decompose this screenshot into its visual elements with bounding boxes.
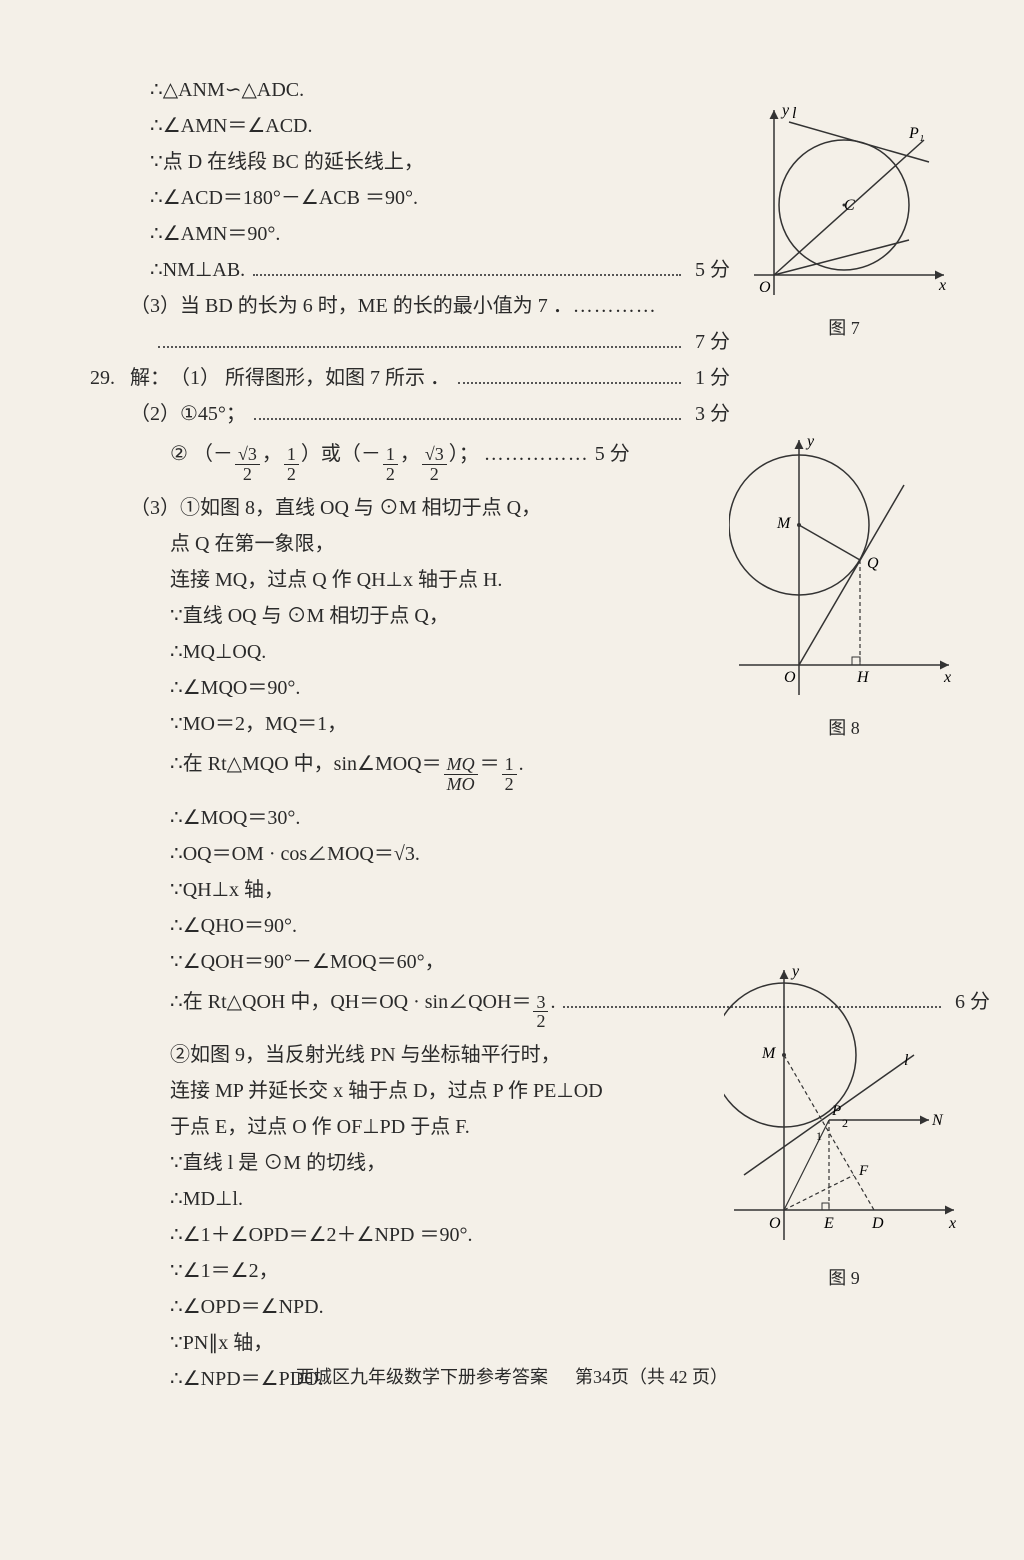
fig7-label-O: O — [759, 279, 771, 296]
fig9-label-P: P — [831, 1103, 841, 1119]
fig8-caption: 图 8 — [724, 714, 964, 743]
p28-l4: ∠ACD＝180°－∠ACB ＝90°. — [90, 182, 730, 214]
fig7-caption: 图 7 — [724, 314, 964, 343]
fig8-label-y: y — [805, 433, 815, 450]
p28-l1: △ANM∽△ADC. — [90, 74, 730, 106]
figure-9: M P 2 1 N l F E D O y x 图 9 — [724, 960, 964, 1293]
p29-3-10: OQ＝OM · cos∠MOQ＝√3. — [90, 838, 730, 870]
p28-l6: NM⊥AB.5 分 — [90, 254, 730, 286]
fig7-label-l: l — [792, 105, 797, 122]
fig7-label-y: y — [780, 102, 790, 119]
fig9-label-M: M — [761, 1045, 777, 1062]
p29-3-12: ∠QHO＝90°. — [90, 910, 730, 942]
footer-right: 第34页（共 42 页） — [575, 1367, 728, 1387]
fig8-label-Q: Q — [867, 555, 879, 572]
fig9-label-E: E — [823, 1215, 834, 1232]
fig9-label-l: l — [904, 1052, 909, 1069]
p29-3-13: ∠QOH＝90°－∠MOQ＝60°， — [90, 946, 730, 978]
fig8-label-H: H — [856, 669, 870, 686]
fig9-label-N: N — [931, 1112, 944, 1129]
figure-8-svg: M Q H O y x — [729, 430, 959, 710]
p28-l3: 点 D 在线段 BC 的延长线上， — [90, 146, 730, 178]
p29-4-3: 于点 E，过点 O 作 OF⊥PD 于点 F. — [90, 1111, 730, 1143]
p29-3-2: 点 Q 在第一象限， — [90, 528, 730, 560]
page-container: C P₁ l y x O 图 7 M Q H — [0, 0, 1024, 1439]
p29-3-11: QH⊥x 轴， — [90, 874, 730, 906]
p28-l7b: 7 分 — [90, 326, 730, 358]
p29-3-7: MO＝2，MQ＝1， — [90, 708, 730, 740]
p29-3-6: ∠MQO＝90°. — [90, 672, 730, 704]
figure-8: M Q H O y x 图 8 — [724, 430, 964, 743]
figure-9-svg: M P 2 1 N l F E D O y x — [724, 960, 964, 1260]
p29-3-4: 直线 OQ 与 ⊙M 相切于点 Q， — [90, 600, 730, 632]
p29-3-1: （3）①如图 8，直线 OQ 与 ⊙M 相切于点 Q， — [90, 492, 730, 524]
fig9-label-x: x — [948, 1215, 956, 1232]
p28-l5: ∠AMN＝90°. — [90, 218, 730, 250]
p29-4-2: 连接 MP 并延长交 x 轴于点 D，过点 P 作 PE⊥OD — [90, 1075, 730, 1107]
p29-4-4: 直线 l 是 ⊙M 的切线， — [90, 1147, 730, 1179]
p29-3-3: 连接 MQ，过点 Q 作 QH⊥x 轴于点 H. — [90, 564, 730, 596]
fig8-label-M: M — [776, 515, 792, 532]
p28-l2: ∠AMN＝∠ACD. — [90, 110, 730, 142]
fig9-label-D: D — [871, 1215, 884, 1232]
fig9-label-a1: 1 — [816, 1129, 822, 1143]
fig9-label-y: y — [790, 963, 800, 980]
p29-4-6: ∠1＋∠OPD＝∠2＋∠NPD ＝90°. — [90, 1219, 730, 1251]
figure-7: C P₁ l y x O 图 7 — [724, 100, 964, 343]
fig7-label-P1: P₁ — [908, 125, 924, 142]
p29-4-9: PN∥x 轴， — [90, 1327, 730, 1359]
figure-7-svg: C P₁ l y x O — [734, 100, 954, 310]
p29-4-5: MD⊥l. — [90, 1183, 730, 1215]
p29-4-8: ∠OPD＝∠NPD. — [90, 1291, 730, 1323]
fig9-label-O: O — [769, 1215, 781, 1232]
content-column: △ANM∽△ADC. ∠AMN＝∠ACD. 点 D 在线段 BC 的延长线上， … — [90, 74, 730, 1395]
p29-3-8: 在 Rt△MQO 中，sin∠MOQ＝MQMO＝12. — [90, 748, 730, 794]
fig7-label-x: x — [938, 277, 946, 294]
fig9-caption: 图 9 — [724, 1264, 964, 1293]
footer-left: 西城区九年级数学下册参考答案 — [296, 1367, 548, 1387]
p29-2-2: ② （－√32，12） 或 （－12，√32）； ……………5 分 — [90, 438, 730, 484]
p29-header: 29.解：（1） 所得图形，如图 7 所示 ．1 分 — [90, 362, 730, 394]
p29-3-9: ∠MOQ＝30°. — [90, 802, 730, 834]
p29-4-1: ②如图 9，当反射光线 PN 与坐标轴平行时， — [90, 1039, 730, 1071]
fig9-label-a2: 2 — [842, 1116, 848, 1130]
fig8-label-x: x — [943, 669, 951, 686]
fig8-label-O: O — [784, 669, 796, 686]
p29-4-7: ∠1＝∠2， — [90, 1255, 730, 1287]
fig9-label-F: F — [858, 1163, 869, 1179]
page-footer: 西城区九年级数学下册参考答案 第34页（共 42 页） — [0, 1363, 1024, 1392]
p28-sub3: （3）当 BD 的长为 6 时，ME 的长的最小值为 7 ．………… — [90, 290, 730, 322]
p29-2-1: （2）①45°；3 分 — [90, 398, 730, 430]
fig7-label-C: C — [844, 197, 855, 214]
p29-3-5: MQ⊥OQ. — [90, 636, 730, 668]
